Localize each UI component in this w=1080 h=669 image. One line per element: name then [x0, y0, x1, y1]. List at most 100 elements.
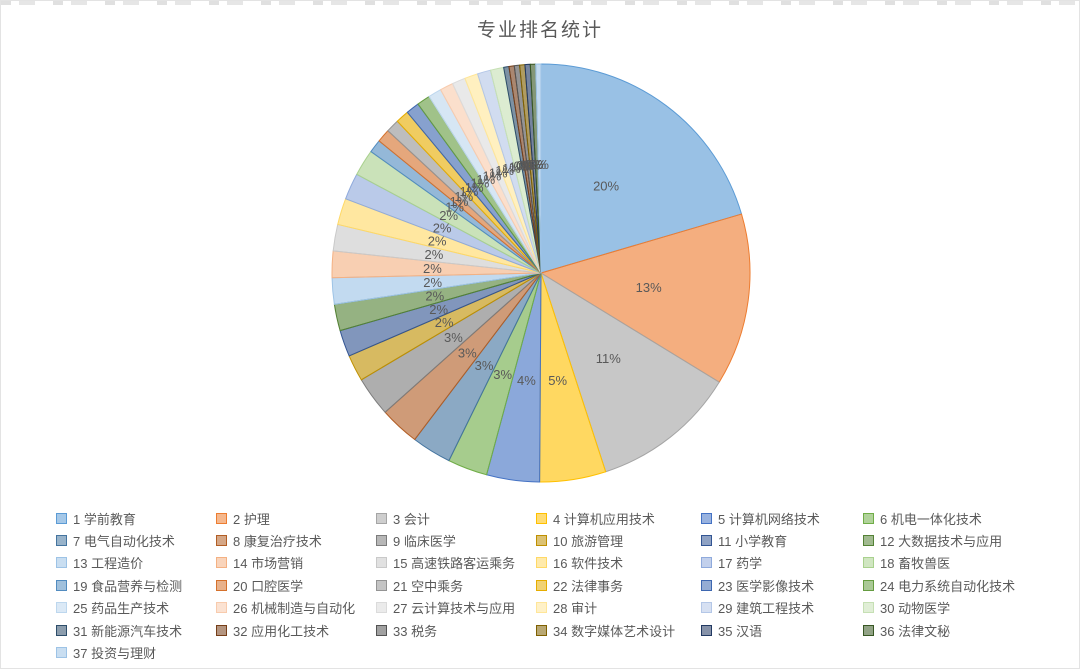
pie-label-35: 0% — [525, 157, 544, 172]
pie-label-6: 3% — [493, 367, 512, 382]
pie-label-4: 5% — [548, 373, 567, 388]
legend-swatch-icon — [216, 512, 227, 524]
legend-item-25: 25 药品生产技术 — [56, 598, 216, 617]
legend-item-11: 11 小学教育 — [701, 531, 863, 550]
legend-swatch-icon — [56, 512, 67, 524]
legend-swatch-icon — [863, 512, 874, 524]
pie-label-13: 2% — [423, 275, 442, 290]
legend-item-9: 9 临床医学 — [376, 531, 536, 550]
pie-label-31: 0% — [514, 158, 533, 173]
legend-label: 10 旅游管理 — [553, 534, 624, 550]
legend-swatch-icon — [56, 579, 67, 591]
legend-item-27: 27 云计算技术与应用 — [376, 598, 536, 617]
legend-swatch-icon — [536, 602, 547, 614]
legend-item-30: 30 动物医学 — [863, 598, 1074, 617]
legend-label: 25 药品生产技术 — [73, 601, 170, 617]
legend-swatch-icon — [376, 512, 387, 524]
legend-label: 29 建筑工程技术 — [718, 601, 815, 617]
pie-label-8: 3% — [458, 345, 477, 360]
legend-swatch-icon — [216, 579, 227, 591]
legend-swatch-icon — [56, 557, 67, 569]
legend-item-16: 16 软件技术 — [536, 553, 701, 572]
legend-swatch-icon — [701, 535, 712, 547]
legend-swatch-icon — [536, 557, 547, 569]
legend-item-2: 2 护理 — [216, 509, 376, 528]
legend-label: 6 机电一体化技术 — [880, 511, 982, 527]
pie-slice-37 — [535, 63, 542, 274]
legend-swatch-icon — [863, 602, 874, 614]
pie-label-9: 3% — [444, 330, 463, 345]
legend-swatch-icon — [701, 557, 712, 569]
pie-label-5: 4% — [517, 373, 536, 388]
legend-item-6: 6 机电一体化技术 — [863, 509, 1074, 528]
pie-label-14: 2% — [423, 261, 442, 276]
legend-swatch-icon — [216, 535, 227, 547]
pie-label-26: 1% — [483, 169, 502, 184]
legend-item-8: 8 康复治疗技术 — [216, 531, 376, 550]
legend-label: 36 法律文秘 — [880, 623, 951, 639]
pie-label-19: 1% — [445, 200, 464, 215]
legend-item-18: 18 畜牧兽医 — [863, 553, 1074, 572]
pie-label-30: 1% — [509, 159, 528, 174]
legend-label: 17 药学 — [718, 556, 763, 572]
legend-swatch-icon — [536, 624, 547, 636]
legend-label: 4 计算机应用技术 — [553, 511, 655, 527]
legend-swatch-icon — [216, 602, 227, 614]
pie-label-24: 1% — [471, 176, 490, 191]
legend-label: 32 应用化工技术 — [233, 623, 330, 639]
legend-label: 34 数字媒体艺术设计 — [553, 623, 676, 639]
legend-swatch-icon — [376, 579, 387, 591]
legend-item-3: 3 会计 — [376, 509, 536, 528]
legend-item-29: 29 建筑工程技术 — [701, 598, 863, 617]
legend-label: 23 医学影像技术 — [718, 578, 815, 594]
legend-swatch-icon — [56, 535, 67, 547]
legend-swatch-icon — [863, 624, 874, 636]
legend-item-14: 14 市场营销 — [216, 553, 376, 572]
pie-label-25: 1% — [476, 172, 495, 187]
legend-swatch-icon — [536, 512, 547, 524]
pie-label-1: 20% — [593, 179, 619, 194]
legend-item-33: 33 税务 — [376, 621, 536, 640]
legend-label: 19 食品营养与检测 — [73, 578, 183, 594]
legend-item-32: 32 应用化工技术 — [216, 621, 376, 640]
legend-label: 26 机械制造与自动化 — [233, 601, 356, 617]
pie-label-29: 1% — [502, 161, 521, 176]
legend-item-23: 23 医学影像技术 — [701, 576, 863, 595]
legend-label: 8 康复治疗技术 — [233, 534, 322, 550]
legend-label: 15 高速铁路客运乘务 — [393, 556, 516, 572]
pie-label-32: 0% — [516, 158, 535, 173]
legend-label: 1 学前教育 — [73, 511, 136, 527]
legend-label: 20 口腔医学 — [233, 578, 304, 594]
legend-swatch-icon — [701, 602, 712, 614]
legend-item-10: 10 旅游管理 — [536, 531, 701, 550]
chart-legend: 1 学前教育 2 护理 3 会计 4 计算机应用技术 5 计算机网络技术 6 机电一体化技… — [56, 507, 1074, 664]
legend-label: 7 电气自动化技术 — [73, 534, 175, 550]
legend-swatch-icon — [701, 624, 712, 636]
legend-swatch-icon — [863, 557, 874, 569]
legend-swatch-icon — [56, 602, 67, 614]
legend-label: 16 软件技术 — [553, 556, 624, 572]
pie-label-3: 11% — [596, 351, 621, 366]
legend-swatch-icon — [376, 535, 387, 547]
legend-swatch-icon — [56, 624, 67, 636]
pie-slice-2 — [540, 213, 751, 383]
pie-chart: 20%13%11%5%4%3%3%3%3%2%2%2%2%2%2%2%2%2%1… — [331, 63, 751, 483]
legend-swatch-icon — [701, 512, 712, 524]
legend-item-31: 31 新能源汽车技术 — [56, 621, 216, 640]
legend-label: 3 会计 — [393, 511, 430, 527]
legend-label: 24 电力系统自动化技术 — [880, 578, 1016, 594]
legend-item-34: 34 数字媒体艺术设计 — [536, 621, 701, 640]
legend-swatch-icon — [216, 624, 227, 636]
pie-label-33: 0% — [519, 158, 538, 173]
legend-item-35: 35 汉语 — [701, 621, 863, 640]
pie-label-2: 13% — [636, 280, 662, 295]
pie-label-22: 1% — [460, 184, 479, 199]
pie-slice-1 — [540, 63, 743, 274]
legend-item-17: 17 药学 — [701, 553, 863, 572]
legend-item-12: 12 大数据技术与应用 — [863, 531, 1074, 550]
legend-item-24: 24 电力系统自动化技术 — [863, 576, 1074, 595]
pie-label-28: 1% — [495, 163, 514, 178]
legend-label: 2 护理 — [233, 511, 270, 527]
legend-item-20: 20 口腔医学 — [216, 576, 376, 595]
pie-slice-3 — [540, 272, 720, 473]
